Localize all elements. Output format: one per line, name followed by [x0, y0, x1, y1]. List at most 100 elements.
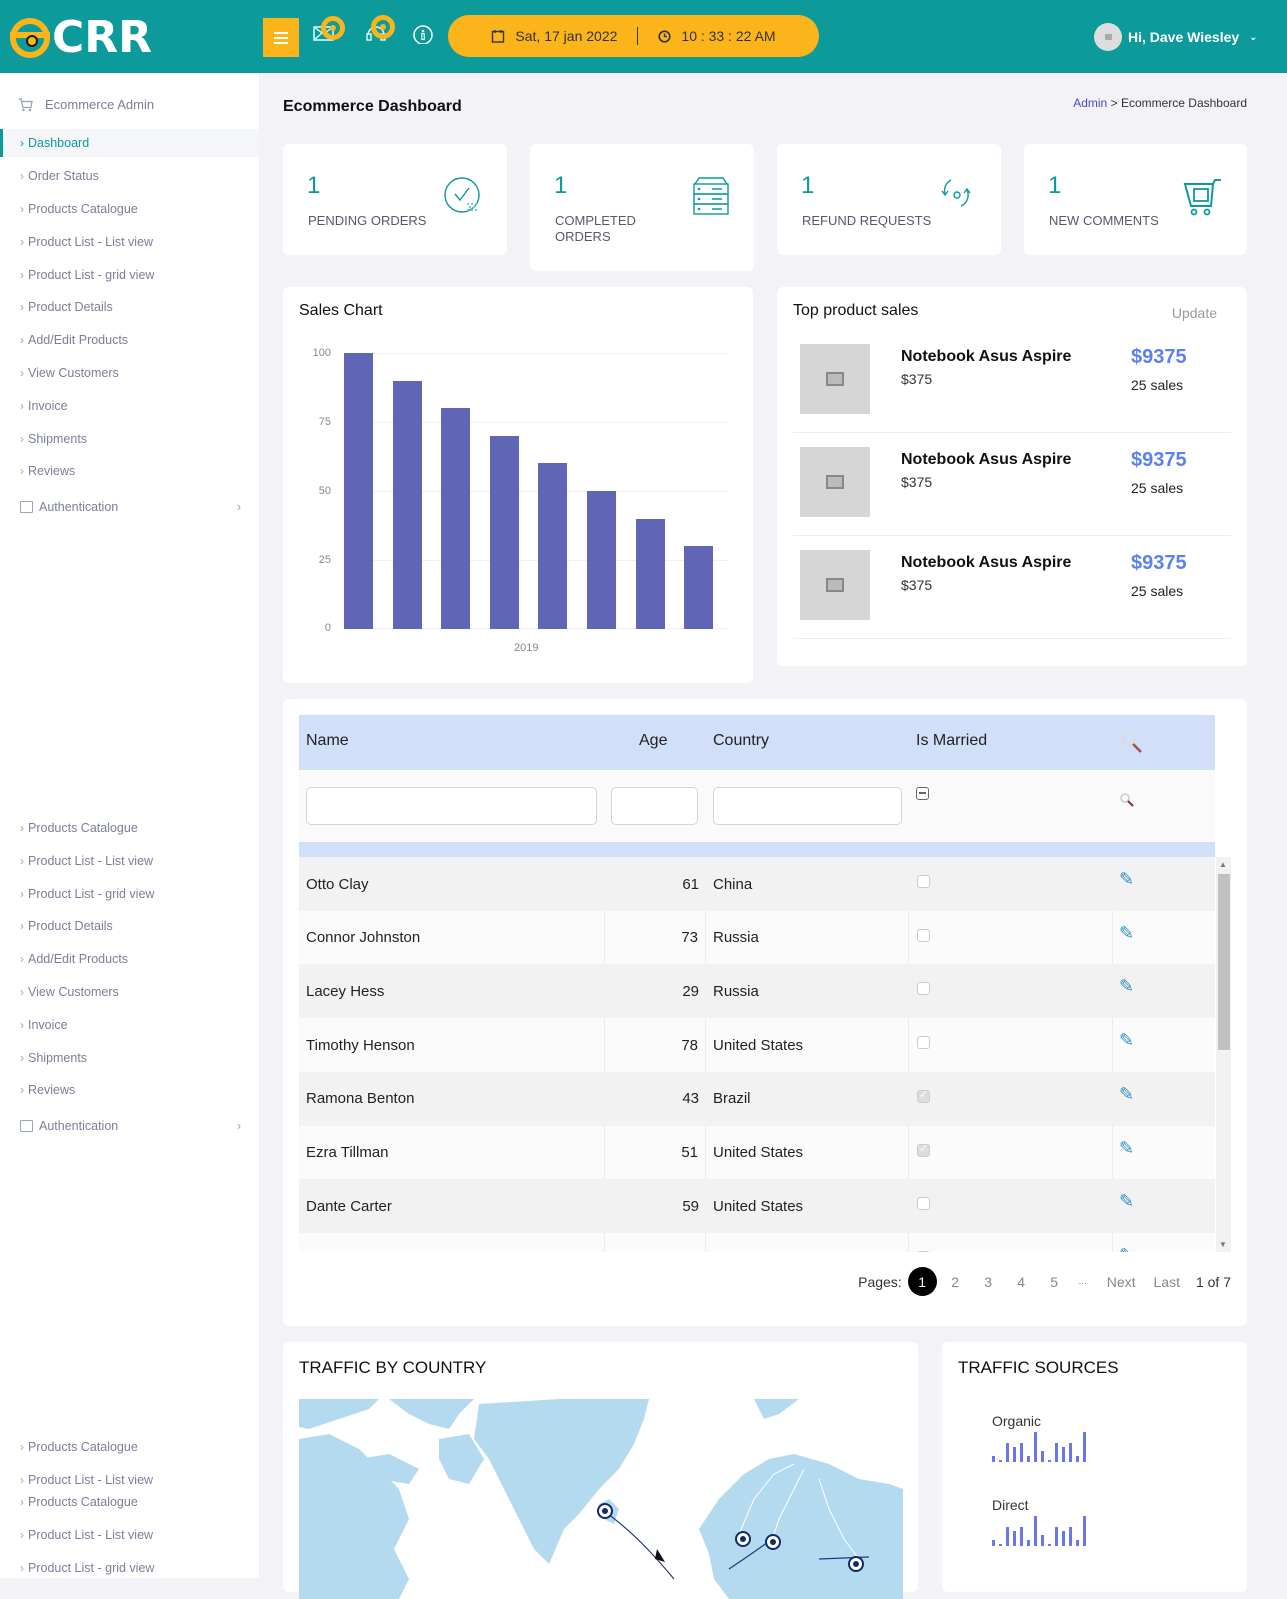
- mail-button[interactable]: [313, 16, 345, 48]
- chart-bar[interactable]: [635, 518, 665, 629]
- stat-card-refund-requests[interactable]: 1 REFUND REQUESTS: [777, 144, 1001, 255]
- sidebar-item-products-catalogue[interactable]: › Products Catalogue: [20, 821, 138, 835]
- sidebar-item-dashboard[interactable]: › Dashboard: [0, 129, 259, 157]
- stat-card-completed-orders[interactable]: 1 COMPLETED ORDERS: [530, 144, 754, 271]
- vertical-scrollbar[interactable]: ▲ ▼: [1216, 857, 1231, 1252]
- chart-bar[interactable]: [684, 546, 714, 629]
- page-3-button[interactable]: 3: [984, 1273, 993, 1290]
- sidebar-item-product-list-list[interactable]: › Product List - List view: [20, 235, 154, 249]
- sidebar-item-shipments[interactable]: › Shipments: [20, 1051, 88, 1065]
- sidebar-item-order-status[interactable]: › Order Status: [20, 169, 99, 183]
- sidebar-item-view-customers[interactable]: › View Customers: [20, 985, 119, 999]
- column-header-country[interactable]: Country: [713, 732, 770, 749]
- column-header-name[interactable]: Name: [306, 732, 349, 749]
- page-5-button[interactable]: 5: [1050, 1273, 1059, 1290]
- page-1-button[interactable]: 1: [907, 1267, 937, 1296]
- edit-pencil-icon[interactable]: ✎: [1119, 922, 1135, 943]
- sidebar-item-product-list-grid[interactable]: › Product List - grid view: [20, 1561, 155, 1575]
- table-row[interactable]: Otto Clay 61 China ✎: [299, 857, 1215, 911]
- logo[interactable]: CRR: [10, 16, 152, 60]
- sidebar-item-add-edit-products[interactable]: › Add/Edit Products: [20, 952, 129, 966]
- table-row[interactable]: Timothy Henson 78 United States ✎: [299, 1018, 1215, 1073]
- sidebar-item-product-list-list[interactable]: › Product List - List view: [20, 1528, 154, 1542]
- sidebar-item-invoice[interactable]: › Invoice: [20, 399, 68, 413]
- product-row[interactable]: Notebook Asus Aspire $375 $9375 25 sales: [793, 433, 1231, 536]
- married-checkbox[interactable]: [917, 875, 930, 888]
- chart-bar[interactable]: [441, 408, 471, 629]
- stat-card-new-comments[interactable]: 1 NEW COMMENTS: [1024, 144, 1247, 255]
- update-link[interactable]: Update: [1171, 305, 1217, 321]
- stat-card-pending-orders[interactable]: 1 PENDING ORDERS: [283, 144, 507, 255]
- search-icon[interactable]: [1119, 792, 1135, 808]
- sidebar-item-reviews[interactable]: › Reviews: [20, 1083, 76, 1097]
- user-menu[interactable]: Hi, Dave Wiesley ⌄: [1094, 23, 1258, 51]
- country-filter-input[interactable]: [713, 787, 902, 825]
- married-checkbox[interactable]: [917, 1250, 930, 1252]
- page-4-button[interactable]: 4: [1017, 1273, 1026, 1290]
- married-checkbox[interactable]: [917, 1036, 930, 1050]
- sidebar-item-products-catalogue[interactable]: › Products Catalogue: [20, 1440, 138, 1454]
- sidebar-item-product-details[interactable]: › Product Details: [20, 300, 113, 314]
- sparkline-bar: [1006, 1443, 1009, 1462]
- chevron-right-icon: ›: [20, 854, 24, 868]
- edit-pencil-icon[interactable]: ✎: [1119, 869, 1135, 889]
- chart-bar[interactable]: [344, 353, 373, 629]
- scroll-down-icon[interactable]: ▼: [1219, 1240, 1227, 1249]
- sidebar-item-invoice[interactable]: › Invoice: [20, 1018, 68, 1032]
- sidebar-item-shipments[interactable]: › Shipments: [20, 432, 88, 446]
- scroll-up-icon[interactable]: ▲: [1219, 860, 1227, 869]
- edit-pencil-icon[interactable]: ✎: [1119, 1083, 1135, 1104]
- sidebar-item-product-list-list[interactable]: › Product List - List view: [20, 1473, 154, 1487]
- table-row[interactable]: Lacey Hess 29 Russia ✎: [299, 964, 1215, 1019]
- chart-bar[interactable]: [538, 463, 568, 629]
- edit-pencil-icon[interactable]: ✎: [1119, 976, 1135, 997]
- chart-bar[interactable]: [392, 380, 422, 629]
- world-map[interactable]: [299, 1399, 903, 1599]
- age-filter-input[interactable]: [611, 787, 698, 825]
- info-button[interactable]: [412, 22, 438, 48]
- column-header-is-married[interactable]: Is Married: [916, 732, 988, 749]
- support-button[interactable]: [365, 15, 395, 48]
- sidebar-item-products-catalogue[interactable]: › Products Catalogue: [20, 1495, 138, 1509]
- chart-bar[interactable]: [489, 435, 519, 629]
- menu-toggle-button[interactable]: [263, 18, 299, 57]
- page-2-button[interactable]: 2: [951, 1273, 960, 1290]
- sidebar-item-product-list-list[interactable]: › Product List - List view: [20, 854, 154, 868]
- chart-bar[interactable]: [587, 491, 616, 629]
- sparkline-bar: [1055, 1443, 1058, 1462]
- edit-pencil-icon[interactable]: ✎: [1119, 1191, 1135, 1212]
- married-checkbox[interactable]: [917, 982, 930, 996]
- married-checkbox[interactable]: [917, 1088, 930, 1103]
- page-ellipsis[interactable]: ...: [1078, 1276, 1087, 1287]
- married-checkbox[interactable]: [917, 1142, 930, 1157]
- edit-pencil-icon[interactable]: ✎: [1119, 1030, 1135, 1051]
- edit-pencil-icon[interactable]: ✎: [1119, 1245, 1134, 1252]
- sidebar-item-products-catalogue[interactable]: › Products Catalogue: [20, 202, 138, 216]
- edit-pencil-icon[interactable]: ✎: [1119, 1137, 1135, 1158]
- search-icon[interactable]: [1121, 732, 1143, 754]
- product-row[interactable]: Notebook Asus Aspire $375 $9375 25 sales: [793, 536, 1231, 639]
- sidebar-item-reviews[interactable]: › Reviews: [20, 464, 76, 478]
- scrollbar-thumb[interactable]: [1218, 874, 1230, 1050]
- last-page-button[interactable]: Last: [1153, 1273, 1180, 1290]
- married-checkbox[interactable]: [917, 1197, 930, 1211]
- table-row[interactable]: Ramona Benton 43 Brazil ✎: [299, 1071, 1215, 1126]
- name-filter-input[interactable]: [306, 787, 597, 825]
- sidebar-item-product-list-grid[interactable]: › Product List - grid view: [20, 887, 155, 901]
- table-row[interactable]: Dante Carter 59 United States ✎: [299, 1179, 1215, 1234]
- sidebar-item-authentication[interactable]: Authentication ›: [0, 493, 259, 521]
- product-row[interactable]: Notebook Asus Aspire $375 $9375 25 sales: [793, 330, 1231, 433]
- next-page-button[interactable]: Next: [1106, 1273, 1136, 1290]
- sidebar-item-add-edit-products[interactable]: › Add/Edit Products: [20, 333, 129, 347]
- table-row[interactable]: ✎: [299, 1232, 1215, 1252]
- sidebar-item-authentication[interactable]: Authentication ›: [0, 1112, 259, 1140]
- married-checkbox[interactable]: [917, 928, 930, 942]
- married-filter-checkbox[interactable]: [916, 787, 929, 800]
- sidebar-item-product-details[interactable]: › Product Details: [20, 919, 113, 933]
- sidebar-item-view-customers[interactable]: › View Customers: [20, 366, 119, 380]
- column-header-age[interactable]: Age: [639, 732, 668, 749]
- breadcrumb-admin-link[interactable]: Admin: [1073, 96, 1108, 110]
- table-row[interactable]: Connor Johnston 73 Russia ✎: [299, 910, 1215, 965]
- sidebar-item-product-list-grid[interactable]: › Product List - grid view: [20, 268, 155, 282]
